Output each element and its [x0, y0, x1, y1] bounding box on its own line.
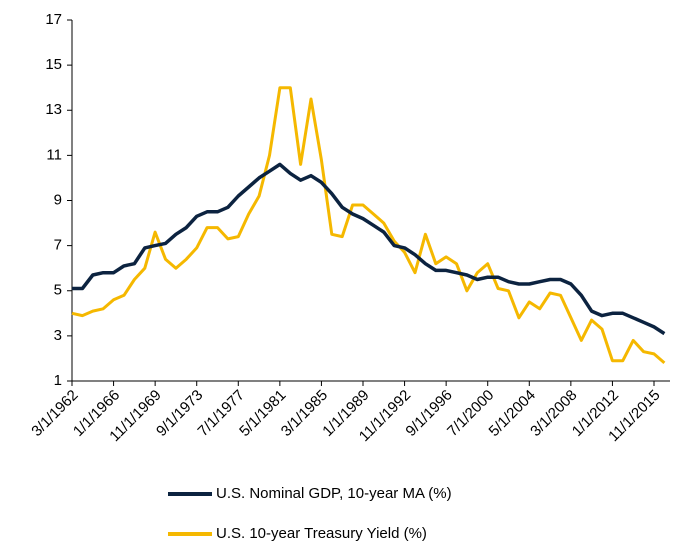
y-tick-label: 11 — [46, 146, 62, 163]
y-tick-label: 5 — [54, 282, 62, 299]
y-tick-label: 15 — [45, 56, 62, 73]
legend-label: U.S. 10-year Treasury Yield (%) — [216, 525, 427, 542]
series-line — [71, 86, 666, 365]
series-line — [72, 162, 666, 336]
y-tick-label: 3 — [54, 327, 62, 344]
y-tick-label: 1 — [54, 372, 62, 389]
y-tick-label: 17 — [45, 11, 62, 28]
y-tick-label: 13 — [45, 101, 62, 118]
legend-label: U.S. Nominal GDP, 10-year MA (%) — [216, 485, 452, 502]
y-tick-label: 7 — [54, 237, 62, 254]
y-tick-label: 9 — [54, 191, 62, 208]
legend: U.S. Nominal GDP, 10-year MA (%) U.S. 10… — [168, 485, 452, 542]
